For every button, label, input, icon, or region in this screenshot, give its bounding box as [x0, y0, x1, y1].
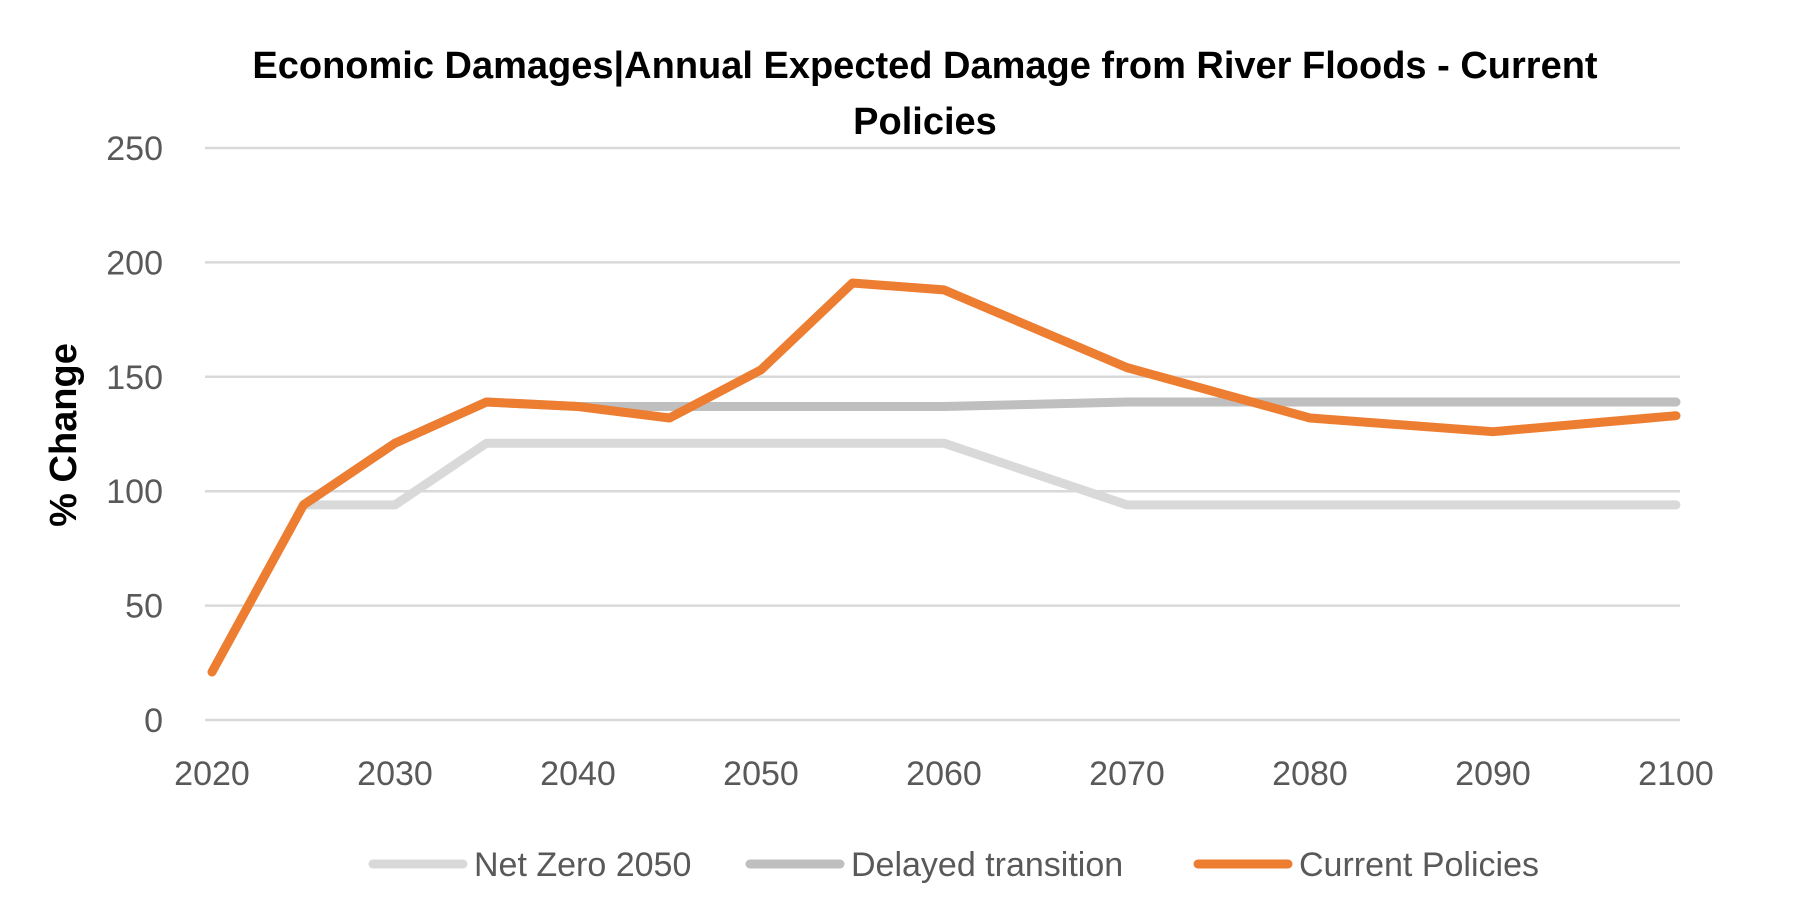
x-tick-label: 2020 [174, 755, 250, 793]
y-tick-label: 250 [106, 130, 163, 168]
legend-label-current-policies: Current Policies [1299, 846, 1539, 884]
x-tick-label: 2090 [1455, 755, 1531, 793]
legend: Net Zero 2050 Delayed transition Current P… [368, 846, 1539, 884]
series-line-delayed-transition [299, 397, 1681, 510]
y-tick-label: 50 [125, 588, 163, 626]
y-tick-labels: 0 50 100 150 200 250 [106, 130, 163, 740]
gridlines [205, 146, 1680, 722]
x-tick-label: 2060 [906, 755, 982, 793]
chart-title-line-1: Economic Damages|Annual Expected Damage … [252, 45, 1598, 87]
series-line-current-policies [207, 278, 1681, 677]
y-tick-label: 150 [106, 359, 163, 397]
x-tick-label: 2030 [357, 755, 433, 793]
y-tick-label: 0 [144, 702, 163, 740]
y-axis-label: % Change [43, 343, 85, 527]
x-tick-label: 2050 [723, 755, 799, 793]
legend-label-net-zero-2050: Net Zero 2050 [474, 846, 691, 884]
x-tick-label: 2100 [1638, 755, 1714, 793]
x-tick-label: 2080 [1272, 755, 1348, 793]
x-tick-labels: 2020 2030 2040 2050 2060 2070 2080 2090 2100 [174, 755, 1714, 793]
x-tick-label: 2070 [1089, 755, 1165, 793]
y-tick-label: 100 [106, 473, 163, 511]
series-line-net-zero-2050 [299, 438, 1681, 510]
x-tick-label: 2040 [540, 755, 616, 793]
chart-title-line-2: Policies [853, 101, 997, 143]
y-tick-label: 200 [106, 244, 163, 282]
series-lines [207, 278, 1681, 677]
legend-label-delayed-transition: Delayed transition [851, 846, 1123, 884]
